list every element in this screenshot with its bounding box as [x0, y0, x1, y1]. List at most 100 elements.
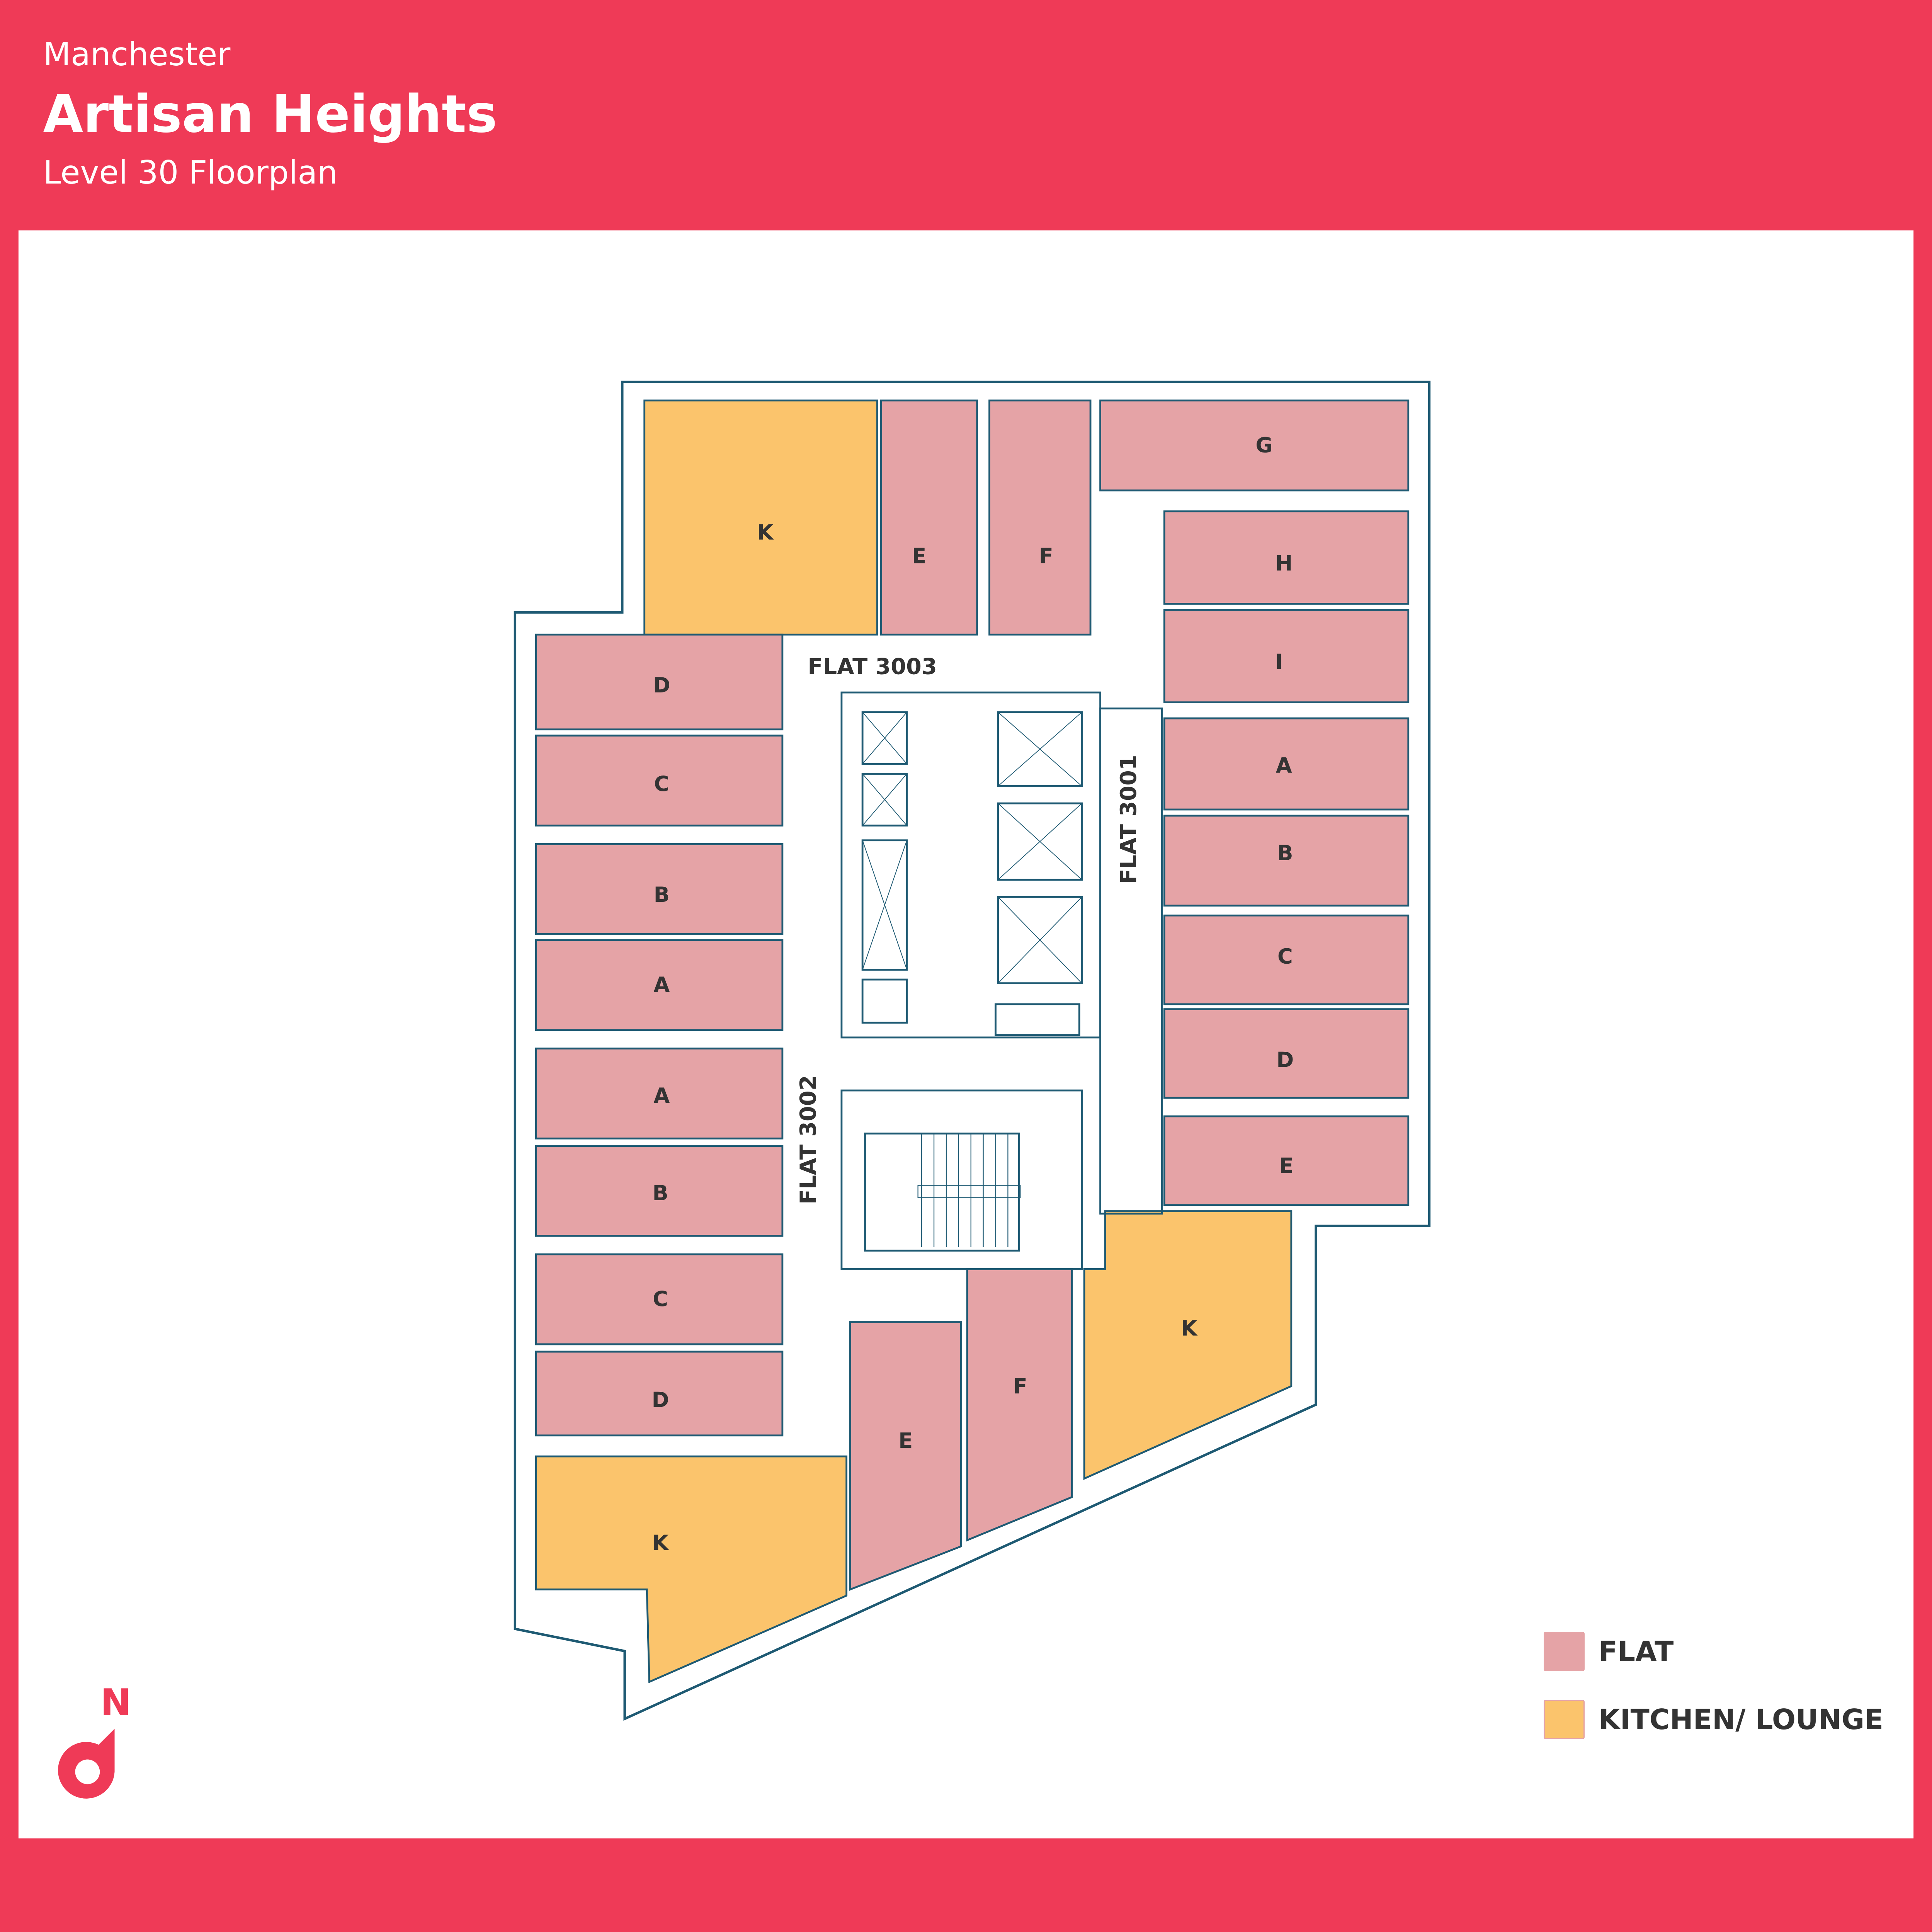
- flat-room: E: [880, 399, 978, 636]
- flat-room: C: [535, 1253, 784, 1345]
- room-label: A: [653, 1083, 670, 1108]
- room-area: [988, 399, 1092, 636]
- legend-swatch-kitchen: [1544, 1700, 1585, 1740]
- flat-room: A: [535, 1048, 784, 1139]
- room-label: E: [898, 1429, 913, 1453]
- north-arrow-icon: N: [58, 1681, 131, 1799]
- flat-3003-label: FLAT 3003: [808, 653, 937, 679]
- flat-room: F: [966, 1268, 1073, 1542]
- legend: FLAT KITCHEN/ LOUNGE: [1544, 1631, 1883, 1767]
- flat-room: A: [535, 939, 784, 1031]
- room-label: C: [653, 1287, 668, 1311]
- lift-cross-icons: [862, 712, 1082, 984]
- kitchen-lounge-room: K: [1083, 1210, 1293, 1480]
- floorplan-page: Manchester Artisan Heights Level 30 Floo…: [18, 36, 1914, 1838]
- lift-shaft-icon: [861, 978, 908, 1024]
- flat-room: I: [1163, 609, 1410, 703]
- stair-core: [840, 1089, 1083, 1270]
- flat-3001-label: FLAT 3001: [1116, 755, 1141, 884]
- room-area: [535, 735, 784, 827]
- room-label: E: [1279, 1154, 1294, 1178]
- room-area: [535, 1253, 784, 1345]
- lift-shaft-icon: [997, 896, 1083, 985]
- kitchen-lounge-room: K: [643, 399, 878, 636]
- lift-shaft-icon: [995, 1003, 1080, 1036]
- room-area: [966, 1268, 1073, 1542]
- compass-hole: [75, 1759, 100, 1784]
- room-area: [1083, 1210, 1293, 1480]
- room-area: [535, 1350, 784, 1437]
- flat-room: F: [988, 399, 1092, 636]
- legend-swatch-flat: [1544, 1632, 1585, 1672]
- room-label: I: [1275, 650, 1283, 674]
- room-area: [1163, 1115, 1410, 1206]
- flat-room: B: [535, 843, 784, 935]
- flat-room: B: [1163, 815, 1410, 907]
- flat-room: D: [535, 1350, 784, 1437]
- flat-room: B: [535, 1145, 784, 1237]
- flat-3002-label: FLAT 3002: [795, 1075, 821, 1204]
- room-area: [1163, 1008, 1410, 1099]
- room-area: [1099, 399, 1410, 492]
- room-area: [849, 1321, 962, 1591]
- room-area: [535, 939, 784, 1031]
- room-area: [1163, 510, 1410, 605]
- room-label: K: [652, 1531, 669, 1555]
- riser-shaft-icon: [861, 839, 908, 971]
- room-area: [535, 1145, 784, 1237]
- floorplan-canvas: Manchester Artisan Heights Level 30 Floo…: [18, 36, 1914, 1838]
- room-area: [535, 1048, 784, 1139]
- flat-room: C: [535, 735, 784, 827]
- room-area: [535, 633, 784, 731]
- city-label: Manchester: [43, 36, 231, 73]
- lift-shaft-icon: [997, 802, 1083, 881]
- flat-room: D: [1163, 1008, 1410, 1099]
- corridor-3001: [1099, 707, 1163, 1215]
- stair-treads-icon: [917, 1133, 1021, 1247]
- room-label: A: [1276, 753, 1292, 777]
- compass-north-label: N: [100, 1681, 131, 1724]
- legend-item-flat: FLAT: [1544, 1631, 1883, 1672]
- flat-room: E: [849, 1321, 962, 1591]
- room-label: B: [1277, 841, 1293, 865]
- room-label: F: [1039, 544, 1053, 568]
- flat-room: A: [1163, 717, 1410, 811]
- legend-item-kitchen: KITCHEN/ LOUNGE: [1544, 1699, 1883, 1740]
- room-area: [535, 1455, 848, 1684]
- room-label: B: [654, 883, 670, 907]
- flat-room: D: [535, 633, 784, 731]
- lift-shaft-icon: [861, 711, 908, 765]
- room-label: H: [1275, 551, 1293, 575]
- room-area: [1163, 815, 1410, 907]
- flat-room: H: [1163, 510, 1410, 605]
- lift-shaft-icon: [861, 773, 908, 827]
- room-label: D: [1276, 1048, 1294, 1072]
- room-label: A: [653, 973, 670, 997]
- lift-shaft-icon: [997, 711, 1083, 787]
- room-label: C: [1277, 944, 1293, 969]
- room-label: G: [1255, 433, 1272, 457]
- legend-label-flat: FLAT: [1599, 1635, 1674, 1668]
- room-area: [1163, 914, 1410, 1005]
- stair-icon: [864, 1133, 1020, 1252]
- room-area: [1163, 717, 1410, 811]
- room-area: [535, 843, 784, 935]
- room-area: [880, 399, 978, 636]
- kitchen-lounge-room: K: [535, 1455, 848, 1684]
- flat-room: E: [1163, 1115, 1410, 1206]
- room-label: F: [1013, 1374, 1027, 1398]
- building-core: [840, 691, 1163, 1270]
- room-area: [1163, 609, 1410, 703]
- rooms-layer: K E F G H I A B C D E K F E K D C B A A B C D: [535, 399, 1410, 1684]
- room-label: D: [652, 1388, 669, 1412]
- room-label: D: [653, 673, 670, 697]
- floorplan-subtitle: Level 30 Floorplan: [43, 154, 338, 191]
- building-title: Artisan Heights: [43, 84, 497, 144]
- room-label: K: [1181, 1316, 1198, 1341]
- room-label: E: [912, 544, 926, 568]
- legend-label-kitchen: KITCHEN/ LOUNGE: [1599, 1703, 1884, 1736]
- room-area: [643, 399, 878, 636]
- flat-room: G: [1099, 399, 1410, 492]
- flat-room: C: [1163, 914, 1410, 1005]
- room-label: C: [654, 772, 669, 796]
